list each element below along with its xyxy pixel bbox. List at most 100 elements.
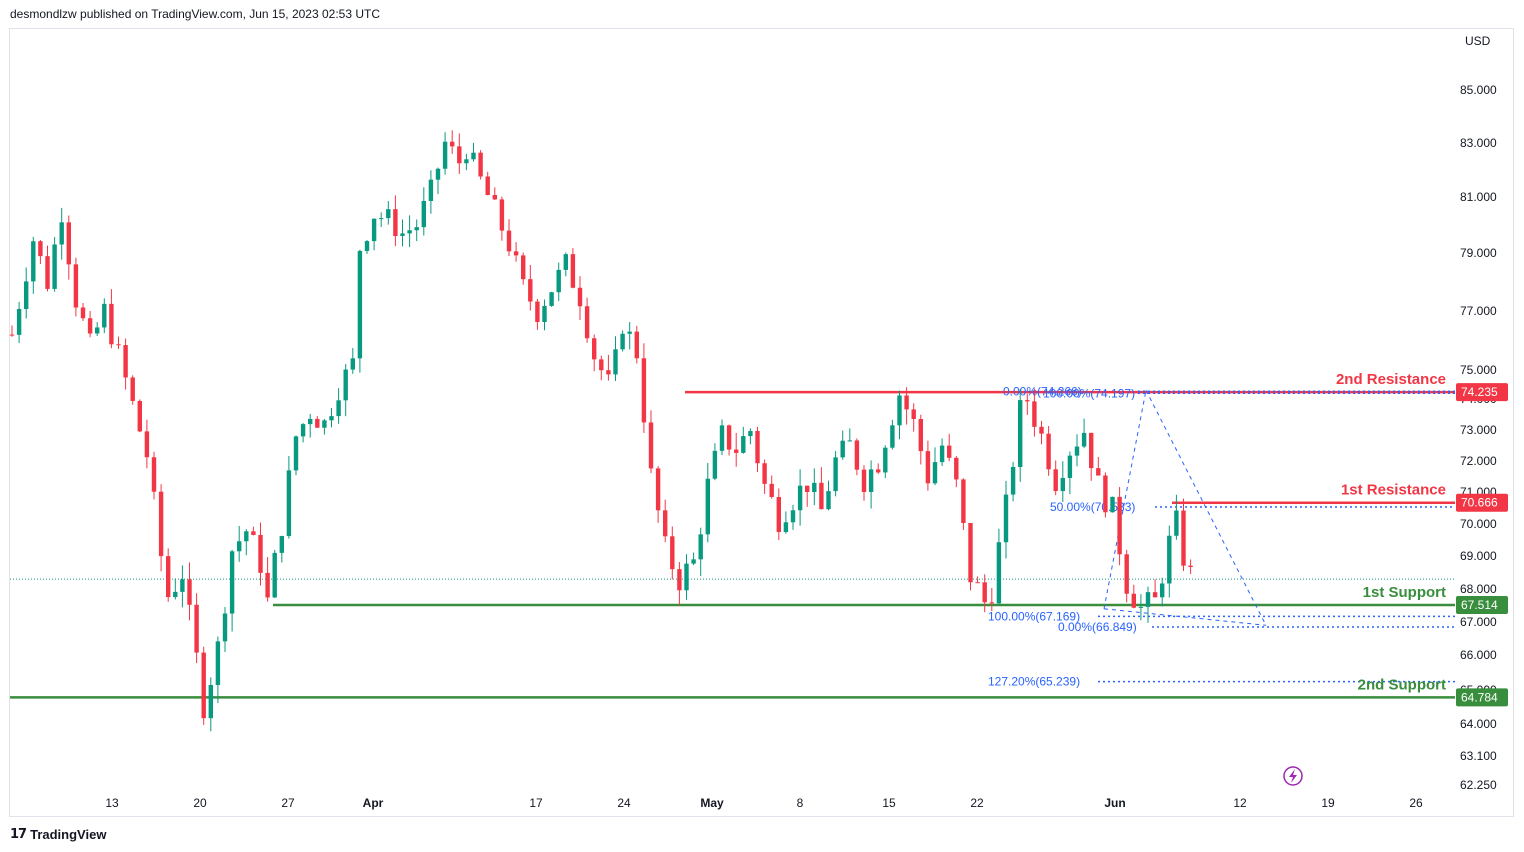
date-tick-label: 8 bbox=[797, 796, 804, 810]
candle-body bbox=[741, 436, 746, 453]
candle-body bbox=[1174, 510, 1179, 536]
date-tick-label: May bbox=[700, 796, 724, 810]
fib-label: 100.00%(74.197) bbox=[1043, 386, 1135, 400]
candle-body bbox=[698, 534, 703, 560]
candle-body bbox=[1032, 401, 1037, 427]
date-tick-label: 17 bbox=[529, 796, 543, 810]
candle-body bbox=[819, 482, 824, 510]
price-tick-label: 72.000 bbox=[1460, 454, 1497, 468]
candle-body bbox=[840, 440, 845, 458]
chart-frame[interactable] bbox=[9, 28, 1514, 817]
candle-body bbox=[734, 449, 739, 453]
price-badge-text: 74.235 bbox=[1461, 385, 1498, 399]
price-badge-text: 67.514 bbox=[1461, 598, 1498, 612]
candle-body bbox=[939, 445, 945, 463]
candle-body bbox=[215, 641, 221, 685]
candle-body bbox=[932, 462, 938, 484]
candle-body bbox=[87, 318, 93, 334]
candle-body bbox=[1046, 433, 1051, 470]
candle-body bbox=[371, 218, 377, 242]
candle-body bbox=[577, 287, 583, 307]
candle-body bbox=[1188, 565, 1193, 567]
candle-body bbox=[386, 209, 391, 219]
candle-body bbox=[947, 445, 952, 458]
candle-body bbox=[592, 338, 597, 360]
candle-body bbox=[350, 358, 355, 370]
candle-body bbox=[95, 327, 100, 334]
candle-body bbox=[1152, 592, 1158, 598]
candle-body bbox=[542, 305, 547, 323]
price-tick-label: 66.000 bbox=[1460, 648, 1497, 662]
candle-body bbox=[1110, 496, 1115, 513]
date-tick-label: Apr bbox=[363, 796, 384, 810]
date-tick-label: 19 bbox=[1321, 796, 1335, 810]
candle-body bbox=[66, 222, 71, 265]
candle-body bbox=[116, 344, 121, 346]
fib-label: 0.00%(74.266) bbox=[1003, 384, 1082, 398]
candle-body bbox=[556, 269, 561, 293]
candle-body bbox=[499, 199, 505, 231]
price-tick-label: 79.000 bbox=[1460, 246, 1497, 260]
fib-label: 127.20%(65.239) bbox=[988, 675, 1080, 689]
candle-body bbox=[222, 613, 228, 642]
candle-body bbox=[762, 463, 767, 484]
candle-body bbox=[1074, 446, 1080, 456]
candle-body bbox=[606, 370, 611, 375]
candle-body bbox=[620, 333, 625, 350]
levels-group bbox=[10, 390, 1455, 699]
candle-body bbox=[670, 536, 675, 570]
candle-body bbox=[59, 222, 64, 245]
candle-body bbox=[506, 230, 512, 252]
price-badge bbox=[1456, 383, 1508, 402]
candle-body bbox=[1167, 535, 1172, 584]
candle-body bbox=[407, 230, 412, 234]
price-badge-text: 64.784 bbox=[1461, 690, 1498, 704]
candle-body bbox=[272, 552, 277, 598]
candle-body bbox=[904, 395, 909, 410]
candle-body bbox=[265, 572, 270, 598]
candle-body bbox=[513, 251, 519, 256]
candle-body bbox=[890, 425, 895, 448]
candle-body bbox=[769, 483, 774, 497]
candle-body bbox=[478, 152, 483, 177]
candle-body bbox=[584, 306, 590, 339]
candle-body bbox=[911, 409, 916, 420]
price-tick-label: 69.000 bbox=[1460, 549, 1497, 563]
candle-body bbox=[393, 209, 398, 236]
candle-body bbox=[989, 602, 994, 604]
price-axis: USD 85.000 83.000 81.000 79.000 77.000 75.000 7… bbox=[1460, 34, 1497, 792]
fib-leg bbox=[1145, 390, 1267, 626]
candle-body bbox=[38, 241, 43, 257]
candle-body bbox=[464, 159, 469, 164]
date-tick-label: 22 bbox=[970, 796, 984, 810]
fib-leg bbox=[1103, 390, 1147, 609]
candle-body bbox=[748, 431, 753, 437]
candle-body bbox=[918, 419, 923, 452]
candle-body bbox=[279, 536, 284, 553]
level-label: 2nd Resistance bbox=[1336, 371, 1446, 388]
candle-body bbox=[868, 469, 874, 492]
candle-body bbox=[1018, 400, 1023, 468]
tradingview-logo-icon: 𝟭𝟳 bbox=[10, 826, 27, 841]
fib-leg bbox=[1103, 608, 1267, 626]
date-tick-label: 12 bbox=[1233, 796, 1247, 810]
candle-body bbox=[357, 250, 363, 359]
candle-body bbox=[1039, 426, 1044, 434]
price-tick-label: 73.000 bbox=[1460, 423, 1497, 437]
candle-body bbox=[641, 358, 647, 423]
candle-body bbox=[251, 531, 256, 535]
lightning-bolt bbox=[1289, 769, 1297, 783]
candle-body bbox=[783, 522, 789, 532]
candle-body bbox=[968, 522, 973, 583]
candle-body bbox=[343, 369, 348, 401]
price-tick-label: 67.000 bbox=[1460, 615, 1497, 629]
candle-body bbox=[982, 582, 987, 603]
candle-body bbox=[308, 418, 313, 425]
candle-body bbox=[925, 451, 931, 484]
candle-body bbox=[812, 482, 817, 492]
candle-body bbox=[1081, 432, 1087, 447]
tradingview-logo[interactable]: 𝟭𝟳 TradingView bbox=[10, 826, 106, 842]
candle-body bbox=[691, 559, 696, 564]
candle-body bbox=[1160, 583, 1165, 598]
